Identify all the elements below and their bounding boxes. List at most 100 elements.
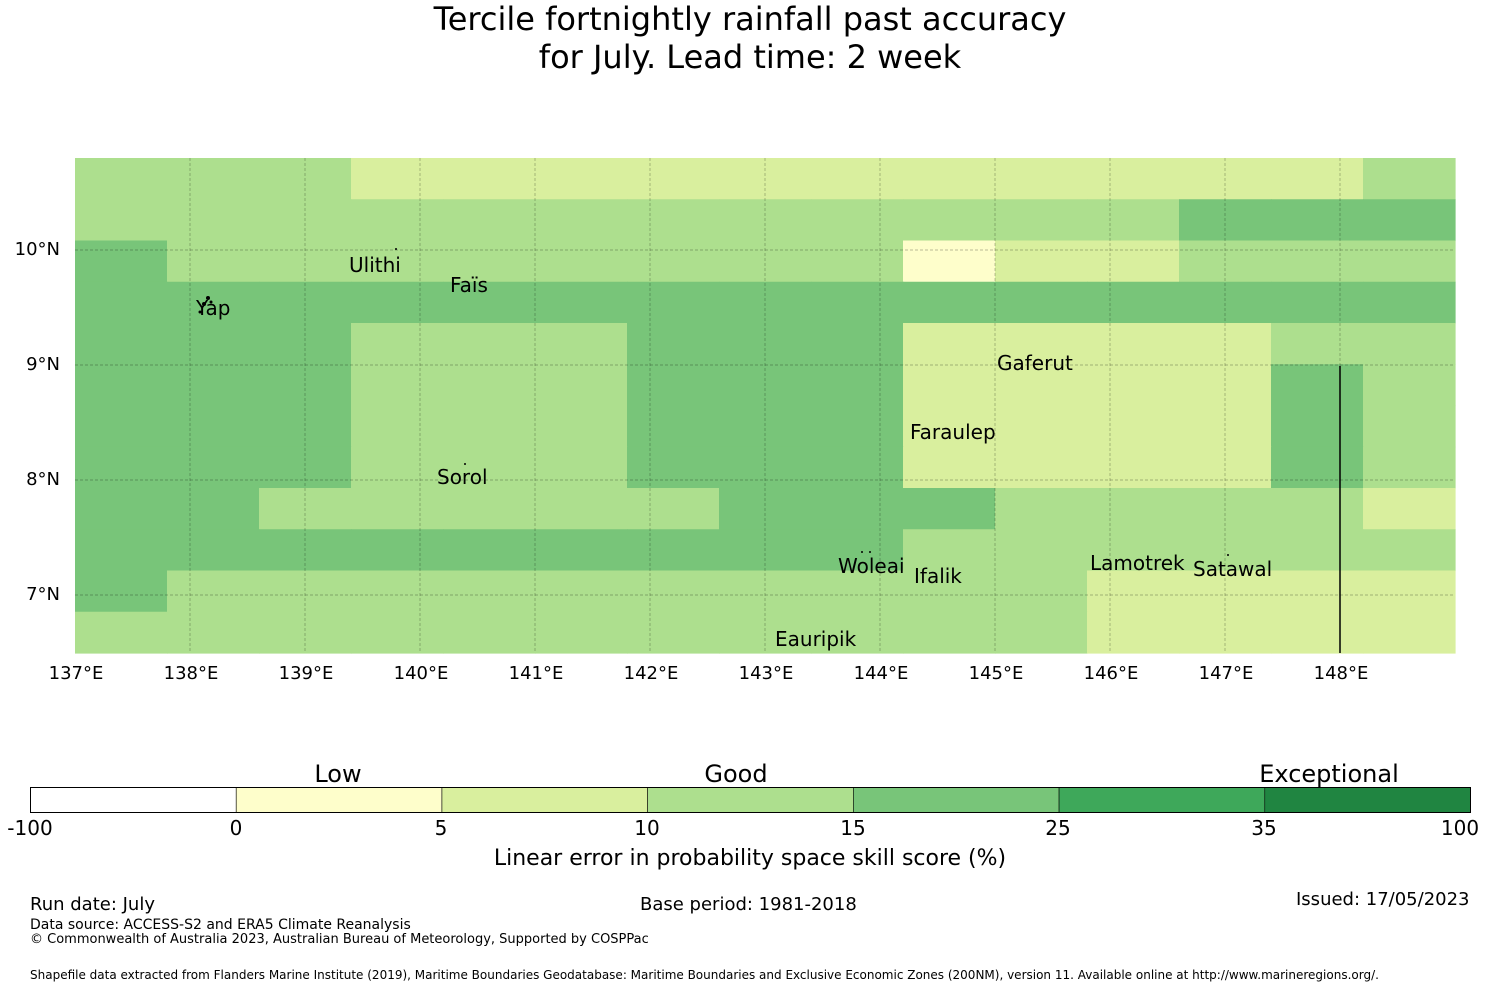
grid-cell bbox=[995, 488, 1088, 530]
grid-cell bbox=[167, 158, 260, 200]
grid-cell bbox=[1363, 240, 1456, 283]
grid-cell bbox=[443, 611, 536, 654]
grid-cell bbox=[351, 323, 444, 365]
colorbar-category-good: Good bbox=[704, 760, 768, 788]
grid-cell bbox=[719, 281, 812, 324]
grid-cell bbox=[1363, 364, 1456, 407]
grid-cell bbox=[1363, 488, 1456, 530]
grid-cell bbox=[259, 529, 352, 572]
grid-cell bbox=[627, 405, 720, 448]
copyright: © Commonwealth of Australia 2023, Austra… bbox=[30, 932, 649, 947]
grid-cell bbox=[811, 611, 904, 654]
colorbar-tick-100: 100 bbox=[1440, 816, 1480, 840]
grid-cell bbox=[1179, 281, 1272, 324]
lon-label-143e: 143°E bbox=[738, 663, 794, 684]
grid-cell bbox=[75, 281, 168, 324]
grid-cell bbox=[811, 488, 904, 530]
grid-cell bbox=[1087, 199, 1180, 242]
lon-label-147e: 147°E bbox=[1198, 663, 1254, 684]
grid-cell bbox=[719, 611, 812, 654]
island-yap-a bbox=[206, 296, 210, 300]
grid-cell bbox=[903, 611, 996, 654]
grid-cell bbox=[351, 364, 444, 407]
grid-cell bbox=[443, 199, 536, 242]
lon-label-141e: 141°E bbox=[508, 663, 564, 684]
grid-cell bbox=[351, 405, 444, 448]
grid-cell bbox=[995, 199, 1088, 242]
grid-cell bbox=[1087, 405, 1180, 448]
island-ulithi bbox=[395, 248, 397, 250]
grid-cell bbox=[627, 158, 720, 200]
grid-cell bbox=[627, 364, 720, 407]
run-date: Run date: July bbox=[30, 894, 155, 915]
grid-cell bbox=[719, 158, 812, 200]
lon-label-142e: 142°E bbox=[623, 663, 679, 684]
grid-cell bbox=[1271, 446, 1364, 489]
place-satawal: Satawal bbox=[1193, 557, 1273, 581]
grid-cell bbox=[719, 364, 812, 407]
grid-cell bbox=[443, 240, 536, 283]
grid-cell bbox=[443, 529, 536, 572]
grid-cell bbox=[1363, 446, 1456, 489]
grid-cell bbox=[351, 158, 444, 200]
island-yap-b bbox=[202, 302, 206, 306]
colorbar-segment bbox=[1058, 787, 1266, 813]
place-gaferut: Gaferut bbox=[997, 351, 1073, 375]
grid-cell bbox=[719, 199, 812, 242]
grid-cell bbox=[811, 446, 904, 489]
grid-cell bbox=[811, 240, 904, 283]
grid-cell bbox=[1179, 240, 1272, 283]
grid-cell bbox=[627, 446, 720, 489]
grid-cell bbox=[995, 405, 1088, 448]
grid-cell bbox=[75, 529, 168, 572]
grid-cell bbox=[627, 488, 720, 530]
grid-cell bbox=[1271, 199, 1364, 242]
grid-cell bbox=[1179, 570, 1272, 613]
grid-cell bbox=[627, 281, 720, 324]
grid-cell bbox=[1179, 158, 1272, 200]
grid-cell bbox=[1271, 611, 1364, 654]
grid-cell bbox=[1363, 405, 1456, 448]
grid-cell bbox=[351, 199, 444, 242]
grid-cell bbox=[351, 446, 444, 489]
grid-cell bbox=[811, 199, 904, 242]
grid-cell bbox=[351, 240, 444, 283]
grid-cell bbox=[1179, 488, 1272, 530]
grid-cell bbox=[167, 199, 260, 242]
grid-cell bbox=[75, 158, 168, 200]
grid-cell bbox=[627, 611, 720, 654]
grid-cell bbox=[719, 529, 812, 572]
grid-cell bbox=[443, 446, 536, 489]
grid-cell bbox=[535, 570, 628, 613]
lon-label-140e: 140°E bbox=[393, 663, 449, 684]
grid-cell bbox=[1363, 570, 1456, 613]
grid-cell bbox=[535, 199, 628, 242]
grid-cell bbox=[1087, 570, 1180, 613]
grid-cell bbox=[1087, 281, 1180, 324]
grid-cell bbox=[259, 488, 352, 530]
grid-cell bbox=[719, 446, 812, 489]
grid-cell bbox=[811, 529, 904, 572]
grid-cell bbox=[259, 570, 352, 613]
grid-cell bbox=[75, 240, 168, 283]
colorbar-segment bbox=[853, 787, 1060, 813]
grid-cell bbox=[75, 199, 168, 242]
grid-cell bbox=[1271, 570, 1364, 613]
grid-cell bbox=[1271, 240, 1364, 283]
grid-cell bbox=[1363, 158, 1456, 200]
colorbar-tick-15: 15 bbox=[840, 816, 866, 840]
grid-cell bbox=[811, 281, 904, 324]
grid-cell bbox=[903, 281, 996, 324]
place-lamotrek: Lamotrek bbox=[1090, 551, 1185, 575]
place-faraulep: Faraulep bbox=[910, 420, 996, 444]
island-woleai-a bbox=[861, 551, 863, 553]
grid-cell bbox=[535, 529, 628, 572]
grid-cell bbox=[1087, 158, 1180, 200]
grid-cell bbox=[1271, 364, 1364, 407]
island-markers bbox=[198, 248, 1229, 556]
grid-cell bbox=[627, 323, 720, 365]
grid-cell bbox=[259, 323, 352, 365]
grid-cell bbox=[443, 405, 536, 448]
grid-cell bbox=[535, 323, 628, 365]
